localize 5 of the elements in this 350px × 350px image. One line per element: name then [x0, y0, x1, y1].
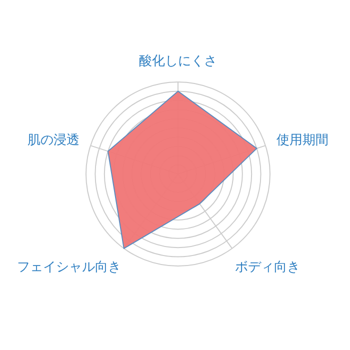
spoke-label: ボディ向き — [235, 260, 300, 276]
spoke-label: 酸化しにくさ — [139, 54, 217, 69]
spoke-label: 使用期間 — [276, 132, 328, 148]
spoke-label: 肌の浸透 — [28, 132, 80, 148]
spoke-label: フェイシャル向き — [16, 260, 121, 276]
